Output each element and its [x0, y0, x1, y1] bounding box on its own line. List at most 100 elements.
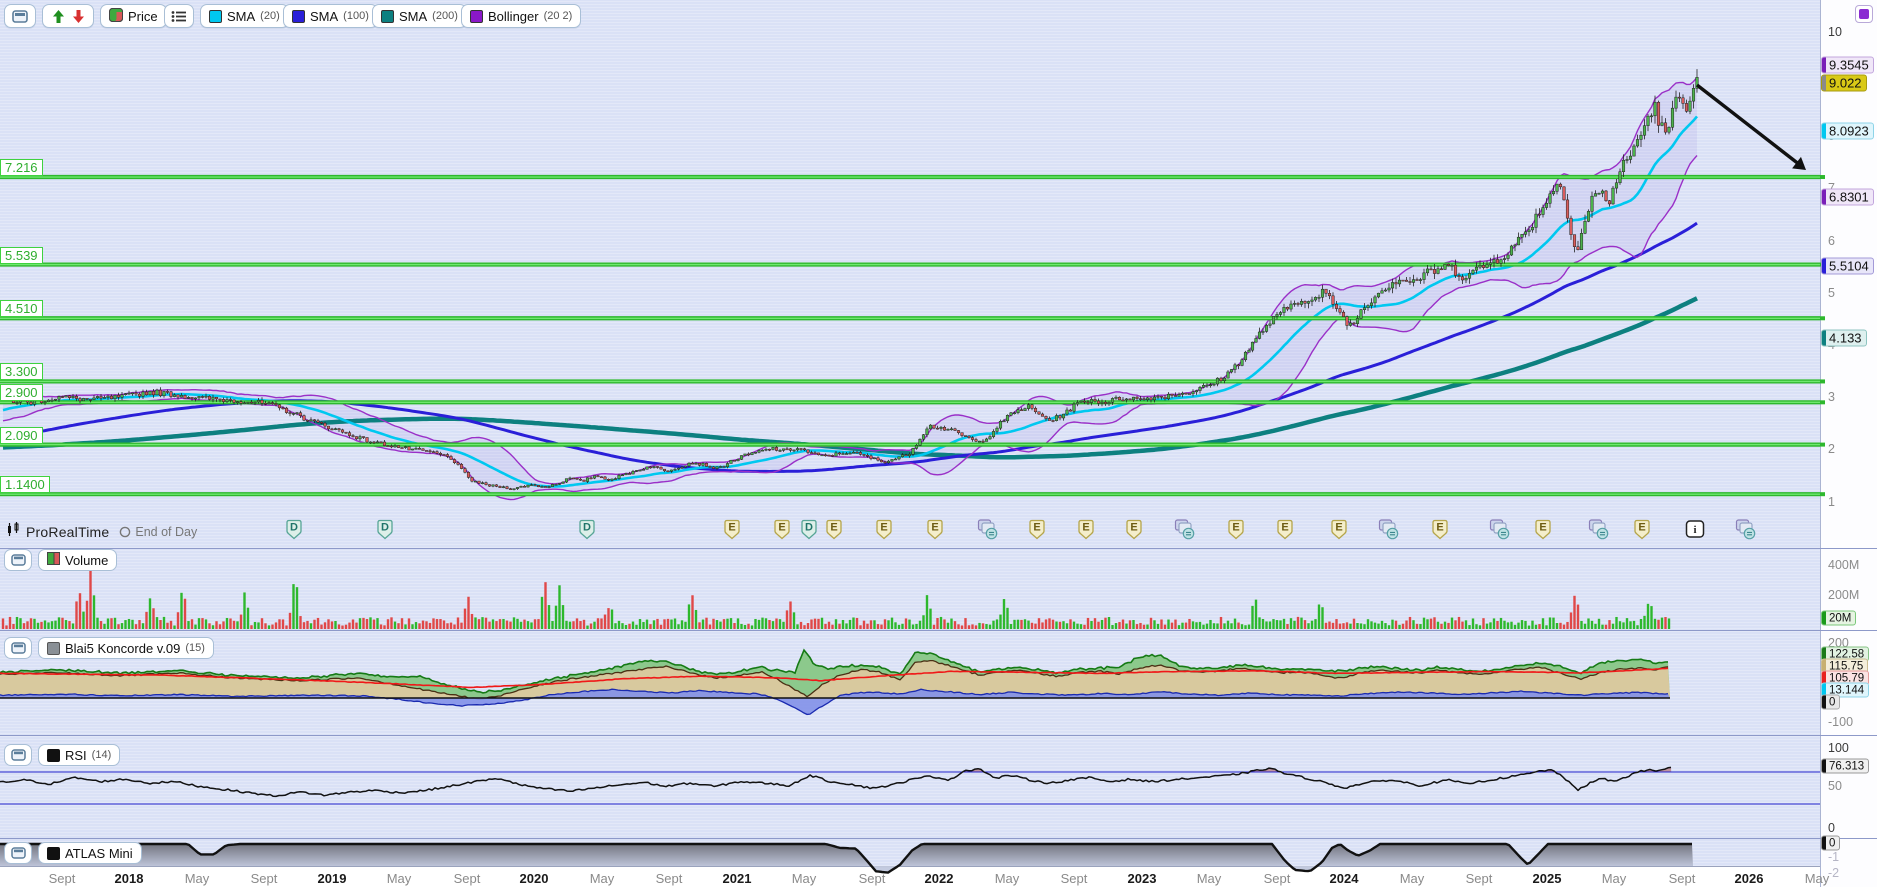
time-axis-month[interactable]: Sept — [1060, 871, 1088, 886]
sma100-line[interactable] — [2, 221, 1698, 473]
rsi-button[interactable]: RSI (14) — [38, 744, 121, 766]
note-badge-icon[interactable] — [1489, 519, 1510, 540]
price-tag[interactable]: 6.8301 — [1821, 188, 1874, 206]
price-axis-strip[interactable] — [1820, 0, 1877, 887]
time-axis-year[interactable]: 2022 — [924, 871, 954, 886]
dividend-earnings-badge[interactable]: E — [774, 519, 790, 540]
time-axis-month[interactable]: May — [589, 871, 615, 886]
price-level-label[interactable]: 1.1400 — [0, 476, 50, 494]
dividend-earnings-badge[interactable]: E — [1535, 519, 1551, 540]
dividend-earnings-badge[interactable]: E — [1277, 519, 1293, 540]
price-level-label[interactable]: 5.539 — [0, 246, 43, 264]
price-tag[interactable]: 20M — [1821, 610, 1857, 626]
time-axis-year[interactable]: 2020 — [519, 871, 549, 886]
price-tag[interactable]: 5.5104 — [1821, 257, 1874, 275]
pane-divider[interactable] — [0, 547, 1877, 549]
dividend-earnings-badge[interactable]: E — [876, 519, 892, 540]
atlas-window-button[interactable] — [4, 842, 32, 864]
pane-divider[interactable] — [0, 734, 1877, 736]
price-tag[interactable]: 76.313 — [1821, 758, 1870, 774]
time-axis-year[interactable]: 2019 — [317, 871, 347, 886]
sma20-line[interactable] — [2, 115, 1698, 488]
info-badge[interactable]: i — [1685, 520, 1705, 538]
sma20-button[interactable]: SMA (20) — [200, 4, 289, 28]
dividend-earnings-badge[interactable]: E — [724, 519, 740, 540]
note-badge-icon[interactable] — [1588, 519, 1609, 540]
price-tag[interactable]: 4.133 — [1821, 329, 1867, 347]
price-level-label[interactable]: 2.900 — [0, 384, 43, 402]
dividend-earnings-badge[interactable]: E — [1432, 519, 1448, 540]
time-axis-month[interactable]: Sept — [48, 871, 76, 886]
price-level-label[interactable]: 4.510 — [0, 300, 43, 318]
pane-divider[interactable] — [0, 837, 1877, 839]
list-button[interactable] — [164, 4, 194, 28]
time-axis-month[interactable]: Sept — [858, 871, 886, 886]
price-tag[interactable]: 105.79 — [1821, 670, 1870, 686]
sma200-line[interactable] — [2, 296, 1698, 460]
dividend-earnings-badge[interactable]: E — [1029, 519, 1045, 540]
time-axis-month[interactable]: May — [994, 871, 1020, 886]
dividend-earnings-badge[interactable]: E — [1331, 519, 1347, 540]
koncorde-button[interactable]: Blai5 Koncorde v.09 (15) — [38, 637, 214, 659]
rsi-window-button[interactable] — [4, 744, 32, 766]
time-axis-year[interactable]: 2025 — [1532, 871, 1562, 886]
time-axis-year[interactable]: 2026 — [1734, 871, 1764, 886]
time-axis-strip[interactable] — [0, 866, 1820, 887]
price-tag[interactable]: 9.3545 — [1821, 56, 1874, 74]
time-axis-month[interactable]: May — [1601, 871, 1627, 886]
price-level-label[interactable]: 2.090 — [0, 426, 43, 444]
time-axis-year[interactable]: 2024 — [1329, 871, 1359, 886]
dividend-earnings-badge[interactable]: E — [1228, 519, 1244, 540]
note-badge-icon[interactable] — [1378, 519, 1399, 540]
price-tag[interactable]: 0 — [1821, 835, 1841, 851]
time-axis-month[interactable]: May — [1804, 871, 1830, 886]
dividend-earnings-badge[interactable]: E — [1126, 519, 1142, 540]
note-badge-icon[interactable] — [1735, 519, 1756, 540]
updown-button[interactable] — [42, 4, 94, 28]
data-mode[interactable]: End of Day — [119, 525, 197, 539]
dividend-earnings-badge[interactable]: D — [286, 519, 302, 540]
dividend-earnings-badge[interactable]: E — [927, 519, 943, 540]
atlas-button[interactable]: ATLAS Mini — [38, 842, 142, 864]
sma200-button[interactable]: SMA (200) — [372, 4, 467, 28]
bollinger-button[interactable]: Bollinger (20 2) — [461, 4, 582, 28]
time-axis-month[interactable]: May — [1399, 871, 1425, 886]
note-badge-icon[interactable] — [1174, 519, 1195, 540]
time-axis-month[interactable]: Sept — [1668, 871, 1696, 886]
dividend-earnings-badge[interactable]: D — [377, 519, 393, 540]
candlestick-series[interactable] — [1, 69, 1699, 491]
price-level-label[interactable]: 3.300 — [0, 363, 43, 381]
time-axis-year[interactable]: 2023 — [1127, 871, 1157, 886]
dividend-earnings-badge[interactable]: E — [1078, 519, 1094, 540]
pane-divider[interactable] — [0, 629, 1877, 631]
note-badge-icon[interactable] — [977, 519, 998, 540]
trend-arrow-annotation[interactable] — [1695, 83, 1806, 170]
time-axis-month[interactable]: May — [791, 871, 817, 886]
price-tag[interactable]: 0 — [1821, 694, 1841, 710]
dividend-earnings-badge[interactable]: E — [1634, 519, 1650, 540]
time-axis-year[interactable]: 2018 — [114, 871, 144, 886]
time-axis-month[interactable]: Sept — [1465, 871, 1493, 886]
price-tag[interactable]: 13.144 — [1821, 682, 1870, 698]
time-axis-month[interactable]: Sept — [1263, 871, 1291, 886]
time-axis-month[interactable]: Sept — [655, 871, 683, 886]
dividend-earnings-badge[interactable]: E — [826, 519, 842, 540]
price-level-label[interactable]: 7.216 — [0, 159, 43, 177]
corner-tool-icon[interactable] — [1855, 5, 1873, 23]
time-axis-month[interactable]: May — [1196, 871, 1222, 886]
window-button[interactable] — [4, 4, 36, 28]
time-axis-month[interactable]: May — [386, 871, 412, 886]
koncorde-window-button[interactable] — [4, 637, 32, 659]
price-tag[interactable]: 9.022 — [1821, 74, 1867, 92]
time-axis-month[interactable]: Sept — [250, 871, 278, 886]
time-axis-month[interactable]: May — [184, 871, 210, 886]
horizontal-levels[interactable] — [0, 174, 1825, 497]
time-axis-year[interactable]: 2021 — [722, 871, 752, 886]
price-button[interactable]: Price — [100, 4, 167, 28]
volume-button[interactable]: Volume — [38, 549, 118, 571]
dividend-earnings-badge[interactable]: D — [579, 519, 595, 540]
time-axis-month[interactable]: Sept — [453, 871, 481, 886]
sma100-button[interactable]: SMA (100) — [283, 4, 378, 28]
